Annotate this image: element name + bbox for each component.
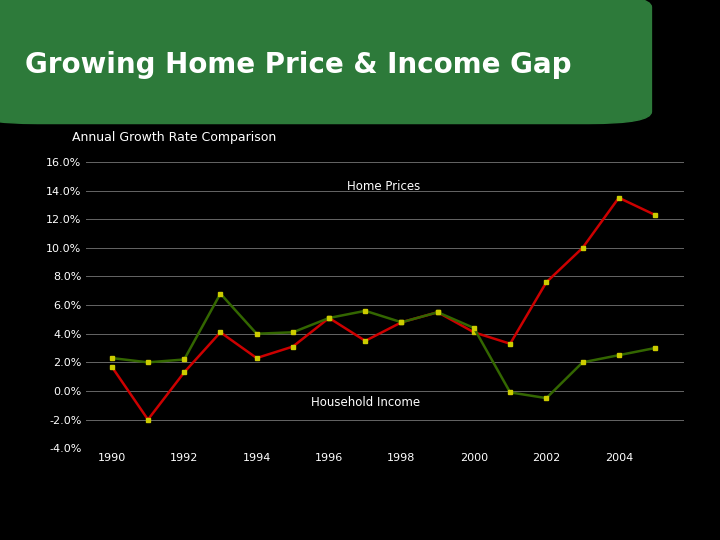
Text: Growing Home Price & Income Gap: Growing Home Price & Income Gap	[25, 51, 572, 79]
FancyBboxPatch shape	[0, 0, 652, 124]
Text: Annual Growth Rate Comparison: Annual Growth Rate Comparison	[72, 131, 276, 144]
Text: Household Income: Household Income	[311, 396, 420, 409]
Text: Home Prices: Home Prices	[347, 180, 420, 193]
